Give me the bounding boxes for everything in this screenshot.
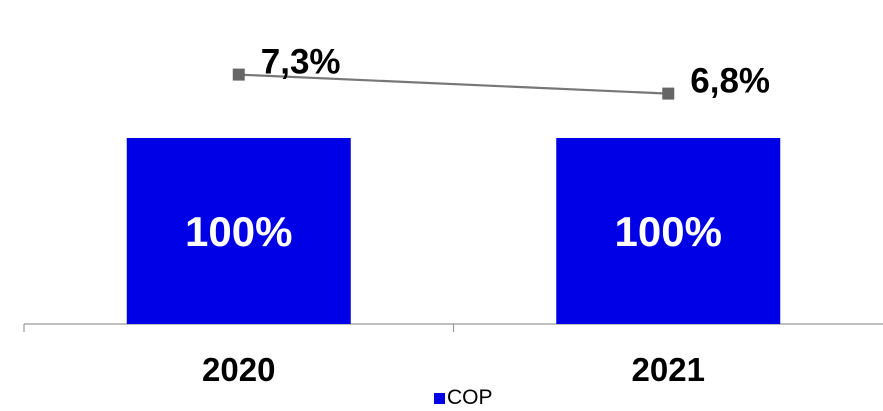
x-axis <box>23 323 883 332</box>
category-label-2021: 2021 <box>632 351 705 388</box>
legend-label-cop: COP <box>447 386 493 409</box>
bar-data-label-2020: 100% <box>185 208 292 255</box>
bar-data-label-2021: 100% <box>615 208 722 255</box>
line-data-label-2020: 7,3% <box>261 43 341 82</box>
line-series <box>232 68 675 100</box>
bar-data-labels: 100% 100% <box>185 208 722 255</box>
line-data-labels: 7,3% 6,8% <box>261 43 770 101</box>
legend-swatch-cop <box>434 393 445 404</box>
line-marker-2021 <box>662 87 675 100</box>
line-data-label-2021: 6,8% <box>690 62 770 101</box>
bar-series <box>126 138 781 324</box>
bar-2021 <box>556 138 781 324</box>
category-label-2020: 2020 <box>202 351 275 388</box>
legend: COP <box>434 386 493 409</box>
bar-2020 <box>126 138 351 324</box>
line-marker-2020 <box>232 68 245 81</box>
line-path <box>238 73 669 95</box>
category-labels: 2020 2021 <box>202 351 705 388</box>
